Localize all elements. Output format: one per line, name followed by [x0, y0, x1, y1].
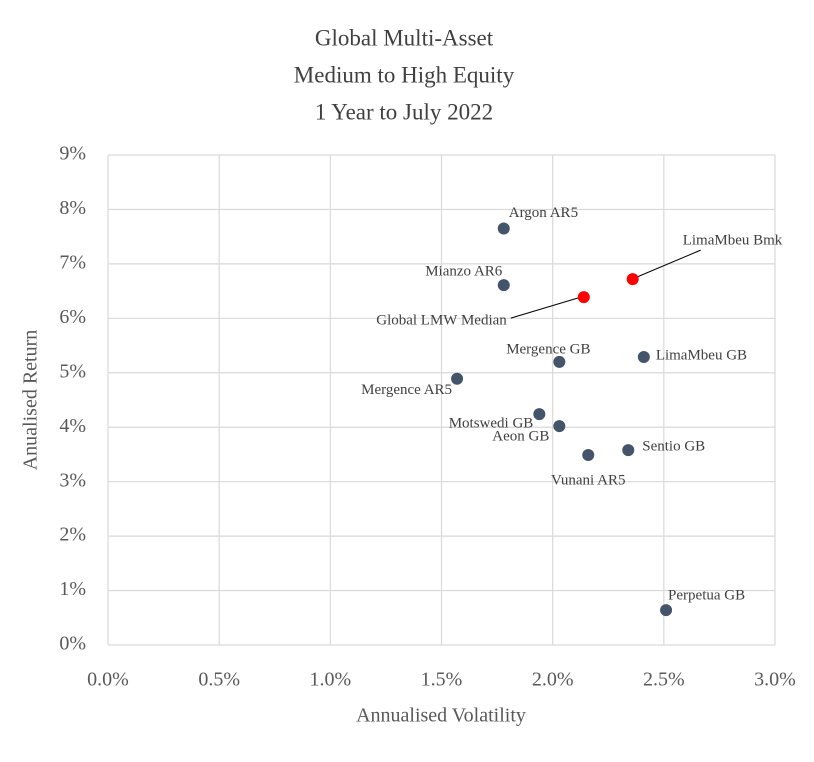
point-label: Mianzo AR6 [425, 264, 503, 280]
point [497, 222, 510, 235]
point [533, 408, 546, 421]
point-label: LimaMbeu Bmk [683, 233, 783, 249]
y-tick-label: 9% [59, 143, 86, 165]
x-axis-title: Annualised Volatility [356, 705, 526, 727]
point-label: Mergence GB [506, 341, 590, 357]
point-label: Sentio GB [642, 439, 705, 455]
y-tick-label: 2% [59, 524, 86, 546]
x-tick-label: 1.5% [421, 669, 463, 691]
point-label: LimaMbeu GB [656, 347, 747, 363]
point-label: Mergence AR5 [361, 382, 452, 398]
y-tick-label: 8% [59, 197, 86, 219]
chart-title: 1 Year to July 2022 [315, 99, 493, 124]
point [497, 279, 510, 292]
point-label: Argon AR5 [509, 205, 578, 221]
point [553, 420, 566, 433]
point [637, 350, 650, 363]
point-label: Perpetua GB [668, 588, 745, 604]
x-tick-label: 0.0% [87, 669, 129, 691]
leader-line [510, 296, 581, 319]
point-label: Motswedi GB [449, 416, 534, 432]
point-label: Aeon GB [492, 429, 549, 445]
point [577, 291, 590, 304]
point [582, 448, 595, 461]
x-tick-label: 0.5% [198, 669, 240, 691]
y-tick-label: 1% [59, 578, 86, 600]
y-axis-title: Anualised Return [20, 330, 42, 471]
point [660, 604, 673, 617]
x-tick-label: 2.5% [643, 669, 685, 691]
y-tick-label: 7% [59, 251, 86, 273]
y-tick-label: 4% [59, 415, 86, 437]
y-tick-label: 6% [59, 306, 86, 328]
point [622, 444, 635, 457]
point [451, 372, 464, 385]
leader-line [636, 249, 701, 278]
point-label: Vunani AR5 [551, 472, 626, 488]
point-label: Global LMW Median [376, 313, 507, 329]
point [553, 355, 566, 368]
y-tick-label: 5% [59, 360, 86, 382]
x-tick-label: 3.0% [754, 669, 796, 691]
x-tick-label: 2.0% [532, 669, 574, 691]
y-tick-label: 3% [59, 469, 86, 491]
x-tick-label: 1.0% [309, 669, 351, 691]
chart-title: Global Multi-Asset [315, 25, 494, 50]
point [626, 273, 639, 286]
y-tick-label: 0% [59, 633, 86, 655]
chart-title: Medium to High Equity [294, 62, 515, 87]
